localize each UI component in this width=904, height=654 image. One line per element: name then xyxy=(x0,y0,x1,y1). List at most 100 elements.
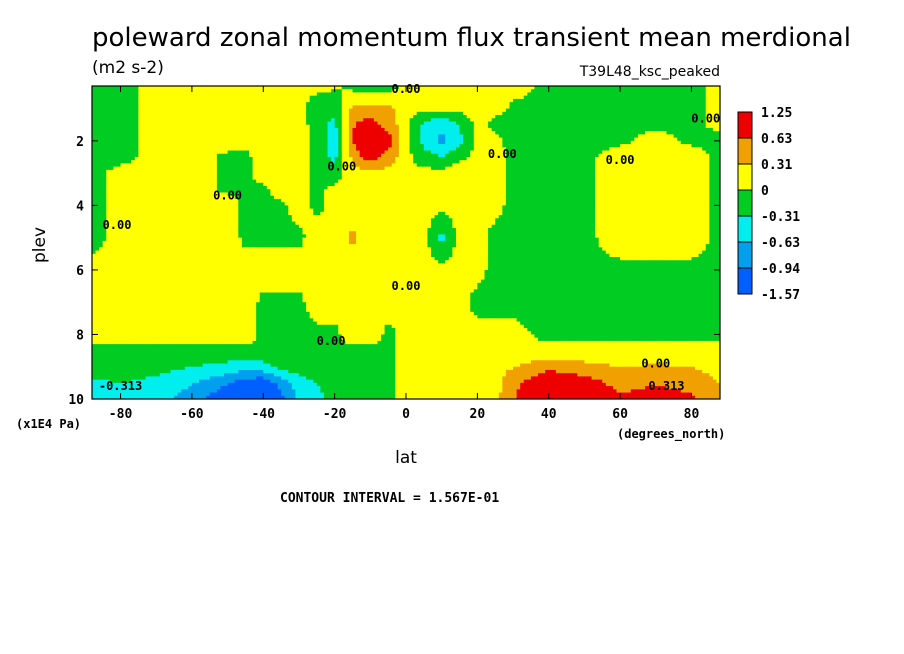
contour-cell xyxy=(637,105,643,110)
contour-cell xyxy=(423,95,429,100)
contour-cell xyxy=(209,124,214,129)
contour-cell xyxy=(705,115,710,119)
contour-cell xyxy=(427,108,432,113)
contour-cell xyxy=(548,95,553,100)
contour-cell xyxy=(434,108,439,113)
contour-cell xyxy=(413,92,418,97)
contour-cell xyxy=(591,118,596,123)
contour-cell xyxy=(480,95,486,100)
contour-cell xyxy=(502,86,507,90)
contour-cell xyxy=(116,108,122,113)
contour-cell xyxy=(459,124,464,129)
contour-cell xyxy=(106,102,111,106)
contour-cell xyxy=(416,102,421,106)
contour-cell xyxy=(484,92,489,97)
contour-cell xyxy=(630,95,635,100)
contour-cell xyxy=(534,127,539,132)
contour-cell xyxy=(341,92,346,97)
contour-cell xyxy=(527,86,532,90)
contour-cell xyxy=(302,86,307,90)
contour-cell xyxy=(259,111,264,116)
contour-cell xyxy=(612,118,618,123)
contour-cell xyxy=(677,108,682,113)
contour-cell xyxy=(149,105,154,110)
contour-cell xyxy=(716,118,720,123)
contour-cell xyxy=(684,105,689,110)
contour-cell xyxy=(102,115,107,119)
contour-cell xyxy=(430,121,436,126)
contour-cell xyxy=(662,115,668,119)
contour-cell xyxy=(577,89,582,94)
contour-cell xyxy=(627,121,632,126)
contour-cell xyxy=(381,118,386,123)
contour-cell xyxy=(498,124,503,129)
contour-cell xyxy=(584,108,589,113)
contour-cell xyxy=(545,105,550,110)
contour-cell xyxy=(288,86,293,90)
contour-cell xyxy=(563,98,568,103)
contour-cell xyxy=(238,105,243,110)
contour-cell xyxy=(516,111,521,116)
contour-cell xyxy=(527,92,532,97)
contour-cell xyxy=(363,115,368,119)
contour-cell xyxy=(455,102,461,106)
contour-cell xyxy=(691,118,696,123)
contour-cell xyxy=(270,98,275,103)
contour-cell xyxy=(388,121,393,126)
contour-cell xyxy=(616,105,621,110)
contour-cell xyxy=(113,89,118,94)
contour-cell xyxy=(538,124,543,129)
contour-cell xyxy=(184,127,189,132)
contour-cell xyxy=(584,131,589,136)
contour-cell xyxy=(398,102,404,106)
contour-cell xyxy=(545,124,550,129)
contour-cell xyxy=(273,115,279,119)
contour-cell xyxy=(645,105,650,110)
contour-cell xyxy=(455,95,461,100)
contour-cell xyxy=(370,86,375,90)
contour-cell xyxy=(116,115,122,119)
contour-cell xyxy=(277,127,282,132)
contour-cell xyxy=(577,95,582,100)
contour-cell xyxy=(627,86,632,90)
contour-cell xyxy=(438,115,443,119)
contour-cell xyxy=(313,105,318,110)
contour-cell xyxy=(495,98,500,103)
contour-cell xyxy=(149,127,154,132)
contour-cell xyxy=(298,111,304,116)
contour-cell xyxy=(488,131,493,136)
contour-cell xyxy=(174,89,179,94)
contour-cell xyxy=(684,111,689,116)
contour-cell xyxy=(666,86,671,90)
contour-cell xyxy=(695,118,700,123)
contour-cell xyxy=(709,105,714,110)
contour-cell xyxy=(220,92,225,97)
contour-cell xyxy=(648,102,653,106)
contour-cell xyxy=(323,98,329,103)
contour-cell xyxy=(445,118,450,123)
contour-cell xyxy=(398,124,404,129)
contour-cell xyxy=(480,131,486,136)
contour-cell xyxy=(138,108,143,113)
contour-cell xyxy=(598,131,603,136)
contour-cell xyxy=(480,115,486,119)
contour-cell xyxy=(359,131,364,136)
contour-cell xyxy=(259,115,264,119)
contour-cell xyxy=(687,108,693,113)
contour-cell xyxy=(470,98,475,103)
contour-cell xyxy=(502,89,507,94)
contour-cell xyxy=(680,118,685,123)
contour-cell xyxy=(363,124,368,129)
contour-cell xyxy=(177,86,182,90)
contour-cell xyxy=(438,102,443,106)
contour-cell xyxy=(602,118,607,123)
contour-cell xyxy=(416,111,421,116)
contour-cell xyxy=(295,105,300,110)
contour-cell xyxy=(484,86,489,90)
contour-cell xyxy=(473,92,478,97)
contour-cell xyxy=(509,131,514,136)
contour-cell xyxy=(141,131,147,136)
contour-cell xyxy=(534,95,539,100)
contour-cell xyxy=(673,111,678,116)
contour-cell xyxy=(523,98,528,103)
